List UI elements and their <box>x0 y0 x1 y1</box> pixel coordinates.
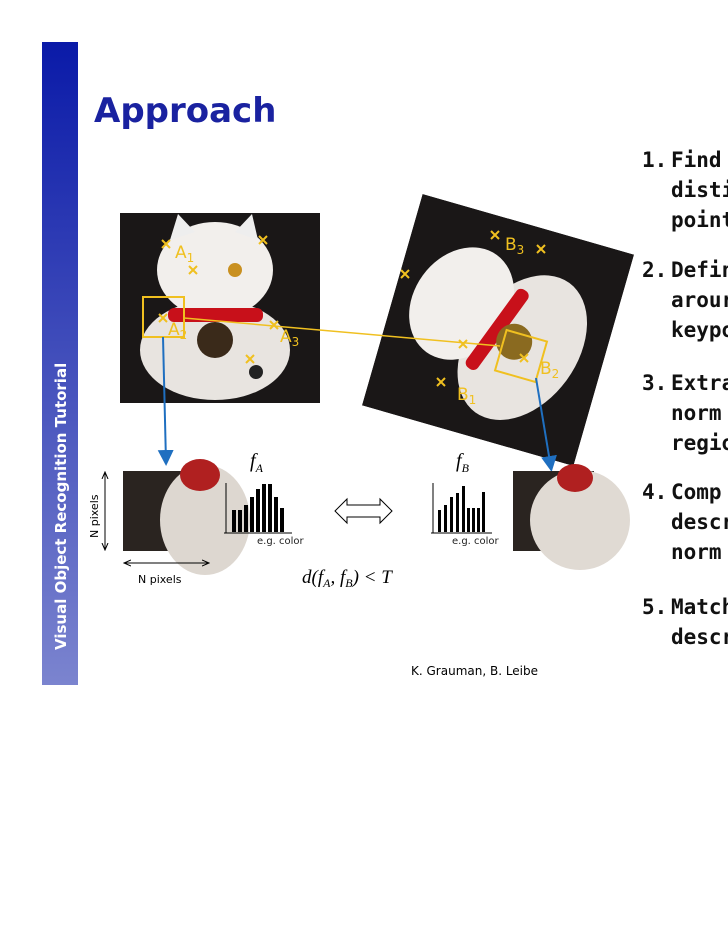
histogram-note: e.g. color <box>452 536 500 547</box>
step-text: norm <box>671 540 722 564</box>
histogram-note: e.g. color <box>257 536 305 547</box>
formula: d(fA, fB) < T <box>302 567 393 590</box>
step-text: regio <box>671 431 728 455</box>
credit: K. Grauman, B. Leibe <box>411 664 538 678</box>
dimension-arrows <box>105 473 208 563</box>
step-text: Match <box>671 595 728 619</box>
step-list: 1.Find distin point 2.Defin arour keypo 3.Extr… <box>642 148 728 649</box>
keypoint-markers <box>142 230 549 387</box>
keypoint-label: B2 <box>540 359 559 381</box>
histogram-b <box>431 483 492 534</box>
arrow <box>157 336 174 466</box>
axis-label: N pixels <box>138 573 182 586</box>
image-b <box>361 193 635 467</box>
step-text: 3. <box>642 371 667 395</box>
arrow <box>535 377 557 472</box>
step-text: Find <box>671 148 722 172</box>
step-text: descr <box>671 510 728 534</box>
step-text: 5. <box>642 595 667 619</box>
feature-label: fA <box>250 450 264 475</box>
match-arrow <box>334 497 393 525</box>
step-text: point <box>671 208 728 232</box>
step-text: keypo <box>671 318 728 342</box>
step-text: norm <box>671 401 722 425</box>
image-a <box>120 213 320 403</box>
keypoint-label: B3 <box>505 235 524 257</box>
axis-label: N pixels <box>88 494 101 538</box>
sidebar <box>42 42 78 685</box>
step-text: arour <box>671 288 728 312</box>
step-text: 2. <box>642 258 667 282</box>
step-text: distin <box>671 178 728 202</box>
keypoint-label: B1 <box>457 385 476 407</box>
keypoint-label: A3 <box>280 327 299 349</box>
keypoint-label: A1 <box>175 243 194 265</box>
patch-a <box>123 459 250 575</box>
step-text: Comp <box>671 480 722 504</box>
step-text: 1. <box>642 148 667 172</box>
step-text: descr <box>671 625 728 649</box>
step-text: Defin <box>671 258 728 282</box>
keypoint-label: A2 <box>168 320 187 342</box>
feature-label: fB <box>456 450 470 475</box>
sidebar-title: Visual Object Recognition Tutorial <box>52 363 70 650</box>
step-text: 4. <box>642 480 667 504</box>
patch-b <box>513 464 630 570</box>
slide-title: Approach <box>94 91 276 131</box>
step-text: Extra <box>671 371 728 395</box>
histogram-a <box>224 483 292 534</box>
